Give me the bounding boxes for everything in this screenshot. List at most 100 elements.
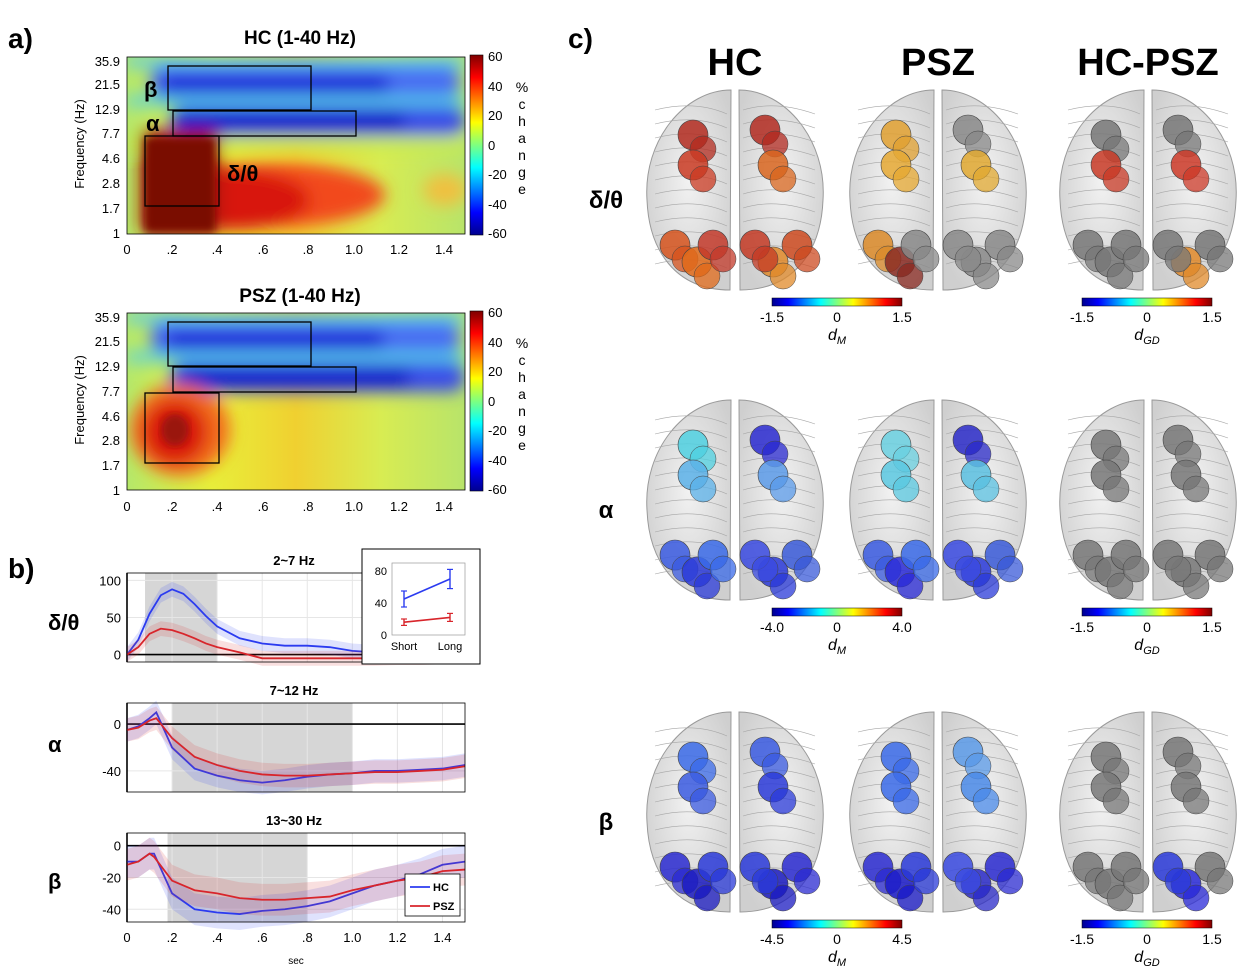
colorbar-label: dM bbox=[828, 949, 847, 969]
roi-marker bbox=[1206, 867, 1234, 895]
heatmap-hc-image bbox=[127, 57, 465, 234]
y-tick: 0 bbox=[114, 648, 121, 663]
panel-label-c: c) bbox=[568, 23, 593, 54]
roi-marker bbox=[1182, 262, 1210, 290]
roi-marker bbox=[892, 475, 920, 503]
roi-marker bbox=[689, 475, 717, 503]
heatmap-psz-colorbar-label: % c h a n g e bbox=[516, 335, 528, 453]
roi-marker bbox=[1182, 572, 1210, 600]
cbar-tick: 0 bbox=[488, 138, 495, 153]
series-band-psz bbox=[127, 706, 465, 788]
colorbar-tick: -1.5 bbox=[760, 309, 784, 325]
heatmap-hc-label-beta: β bbox=[144, 77, 157, 102]
roi-marker bbox=[912, 555, 940, 583]
x-tick: 1.4 bbox=[435, 499, 453, 514]
x-tick: .2 bbox=[167, 499, 178, 514]
roi-marker bbox=[896, 884, 924, 912]
line-chart-3: 13~30 Hz β -40 -20 0 0 .2 .4 .6 .8 1.0 1.2 1.4 sec HC P… bbox=[48, 813, 466, 967]
legend: HC PSZ bbox=[404, 873, 461, 917]
roi-marker bbox=[972, 787, 1000, 815]
heatmap-hc-colorbar-ticks: 60 40 20 0 -20 -40 -60 bbox=[488, 49, 507, 241]
inset-line-hc bbox=[403, 578, 451, 600]
heatmap-hc-colorbar-label: % c h a n g e bbox=[516, 79, 528, 197]
row-label: α bbox=[48, 732, 62, 757]
roi-marker bbox=[793, 867, 821, 895]
heatmap-psz-box-beta bbox=[167, 321, 312, 367]
line-chart-2: 7~12 Hz α -40 0 bbox=[48, 683, 466, 795]
y-tick: 0 bbox=[114, 839, 121, 854]
y-tick: 12.9 bbox=[95, 102, 120, 117]
y-tick: 1.7 bbox=[102, 201, 120, 216]
colorbar-dm-2: -4.5 0 4.5 dM bbox=[760, 919, 912, 969]
colorbar-dgd-1: -1.5 0 1.5 dGD bbox=[1070, 607, 1222, 657]
colorbar-tick: 0 bbox=[833, 309, 841, 325]
brain-hc-psz-1 bbox=[1059, 399, 1237, 601]
roi-marker bbox=[912, 867, 940, 895]
roi-marker bbox=[892, 165, 920, 193]
cbar-tick: 0 bbox=[488, 394, 495, 409]
x-tick: .4 bbox=[212, 930, 223, 945]
cbar-tick: -40 bbox=[488, 453, 507, 468]
roi-marker bbox=[1206, 245, 1234, 273]
brain-column-header: HC bbox=[708, 42, 763, 84]
heatmap-hc: HC (1-40 Hz) β α δ/θ bbox=[72, 28, 528, 257]
inset-chart: 0 40 80 Short Long bbox=[361, 548, 481, 665]
roi-marker bbox=[972, 165, 1000, 193]
roi-marker bbox=[972, 262, 1000, 290]
heatmap-hc-label-alpha: α bbox=[146, 111, 160, 136]
y-tick: 21.5 bbox=[95, 77, 120, 92]
roi-marker bbox=[1182, 787, 1210, 815]
x-tick: .8 bbox=[303, 499, 314, 514]
legend-label: HC bbox=[433, 882, 449, 894]
y-tick: -40 bbox=[102, 902, 121, 917]
colorbar-tick: 4.0 bbox=[892, 619, 912, 635]
colorbar-tick: 0 bbox=[833, 931, 841, 947]
roi-marker bbox=[892, 787, 920, 815]
roi-marker bbox=[1122, 555, 1150, 583]
colorbar-label: dM bbox=[828, 637, 847, 657]
roi-marker bbox=[689, 787, 717, 815]
brain-psz-2 bbox=[849, 711, 1027, 913]
roi-marker bbox=[751, 555, 779, 583]
colorbar-label: dM bbox=[828, 327, 847, 347]
roi-marker bbox=[972, 475, 1000, 503]
heatmap-psz-yticks: 35.9 21.5 12.9 7.7 4.6 2.8 1.7 1 bbox=[95, 310, 120, 498]
inset-y-tick: 40 bbox=[375, 598, 387, 610]
roi-marker bbox=[693, 262, 721, 290]
y-tick: 7.7 bbox=[102, 384, 120, 399]
y-tick: 35.9 bbox=[95, 54, 120, 69]
colorbar-tick: -1.5 bbox=[1070, 309, 1094, 325]
panel-label-a: a) bbox=[8, 23, 33, 54]
colorbar-tick: 0 bbox=[1143, 619, 1151, 635]
roi-marker bbox=[954, 245, 982, 273]
x-tick: 1.2 bbox=[388, 930, 406, 945]
roi-marker bbox=[972, 572, 1000, 600]
y-tick: 4.6 bbox=[102, 151, 120, 166]
heatmap-hc-box-beta bbox=[167, 65, 312, 111]
colorbar-tick: 0 bbox=[1143, 931, 1151, 947]
series-band-hc bbox=[127, 837, 465, 930]
roi-marker bbox=[769, 787, 797, 815]
colorbar-tick: -4.5 bbox=[760, 931, 784, 947]
roi-marker bbox=[1206, 555, 1234, 583]
x-tick: .2 bbox=[167, 242, 178, 257]
x-tick: 1.2 bbox=[390, 242, 408, 257]
x-tick: 0 bbox=[123, 499, 130, 514]
colorbar-tick: 1.5 bbox=[892, 309, 912, 325]
heatmap-psz-colorbar-ticks: 60 40 20 0 -20 -40 -60 bbox=[488, 305, 507, 497]
line-chart-title: 13~30 Hz bbox=[266, 813, 323, 828]
roi-marker bbox=[972, 884, 1000, 912]
heatmap-psz-box-alpha bbox=[172, 366, 357, 393]
roi-marker bbox=[1106, 884, 1134, 912]
x-tick: 1.0 bbox=[343, 930, 361, 945]
colorbar-tick: 1.5 bbox=[1202, 309, 1222, 325]
roi-marker bbox=[1102, 475, 1130, 503]
heatmap-psz: PSZ (1-40 Hz) 35.9 21.5 12.9 7.7 4. bbox=[72, 286, 528, 514]
inset-line-psz bbox=[403, 616, 451, 623]
y-tick: 2.8 bbox=[102, 433, 120, 448]
heatmap-psz-box-deltatheta bbox=[144, 392, 220, 464]
brain-psz-0 bbox=[849, 89, 1027, 291]
colorbar-tick: -1.5 bbox=[1070, 931, 1094, 947]
y-tick: 2.8 bbox=[102, 176, 120, 191]
